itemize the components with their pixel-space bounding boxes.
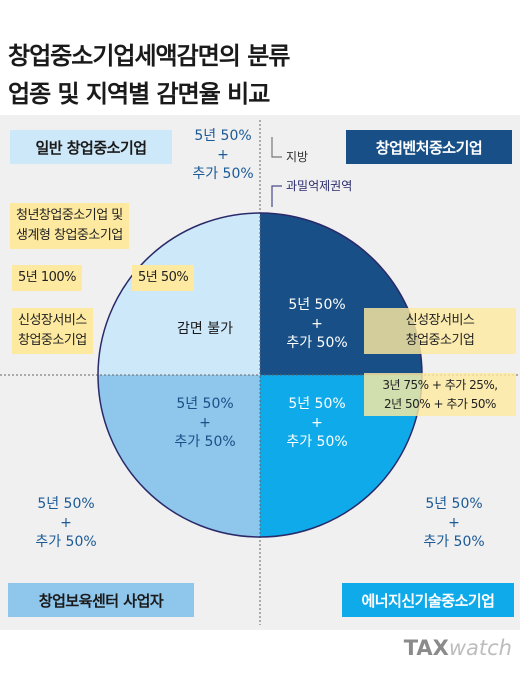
box-venture: 창업벤처중소기업: [346, 130, 512, 164]
rate-bosuk-metro: 5년 50% + 추가 50%: [174, 396, 236, 450]
highlight-youth-label: 청년창업중소기업 및 생계형 창업중소기업: [10, 203, 129, 250]
taxwatch-logo: TAXwatch: [403, 636, 512, 660]
legend-metro-label: 과밀억제권역: [286, 179, 353, 193]
quadrant-bosuk: [98, 375, 260, 537]
rate-bosuk-region: 5년 50% + 추가 50%: [35, 496, 97, 550]
box-energy: 에너지신기술중소기업: [342, 583, 514, 617]
box-general: 일반 창업중소기업: [10, 130, 172, 164]
rate-general-region: 5년 50% + 추가 50%: [192, 128, 254, 182]
highlight-youth-region-rate: 5년 100%: [12, 265, 83, 292]
region-pointer-line: [271, 137, 282, 158]
highlight-service-right-rates: 3년 75% + 추가 25%, 2년 50% + 추가 50%: [364, 373, 516, 417]
highlight-service-right: 신성장서비스 창업중소기업: [364, 308, 516, 355]
legend-region-label: 지방: [286, 150, 309, 164]
rate-energy-region: 5년 50% + 추가 50%: [423, 496, 485, 550]
metro-pointer-line: [271, 185, 282, 207]
highlight-youth-metro-rate: 5년 50%: [132, 265, 195, 292]
title-line-1: 창업중소기업세액감면의 분류: [8, 42, 290, 70]
rate-venture-metro: 5년 50% + 추가 50%: [286, 297, 348, 351]
rate-energy-metro: 5년 50% + 추가 50%: [286, 396, 348, 450]
diagram-panel: 일반 창업중소기업 창업벤처중소기업 창업보육센터 사업자 에너지신기술중소기업…: [0, 115, 520, 630]
title-line-2: 업종 및 지역별 감면율 비교: [8, 80, 270, 108]
rate-general-metro: 감면 불가: [177, 321, 233, 337]
highlight-service-left: 신성장서비스 창업중소기업: [12, 308, 93, 355]
box-bosuk: 창업보육센터 사업자: [8, 583, 194, 617]
quadrant-general: [98, 213, 260, 375]
